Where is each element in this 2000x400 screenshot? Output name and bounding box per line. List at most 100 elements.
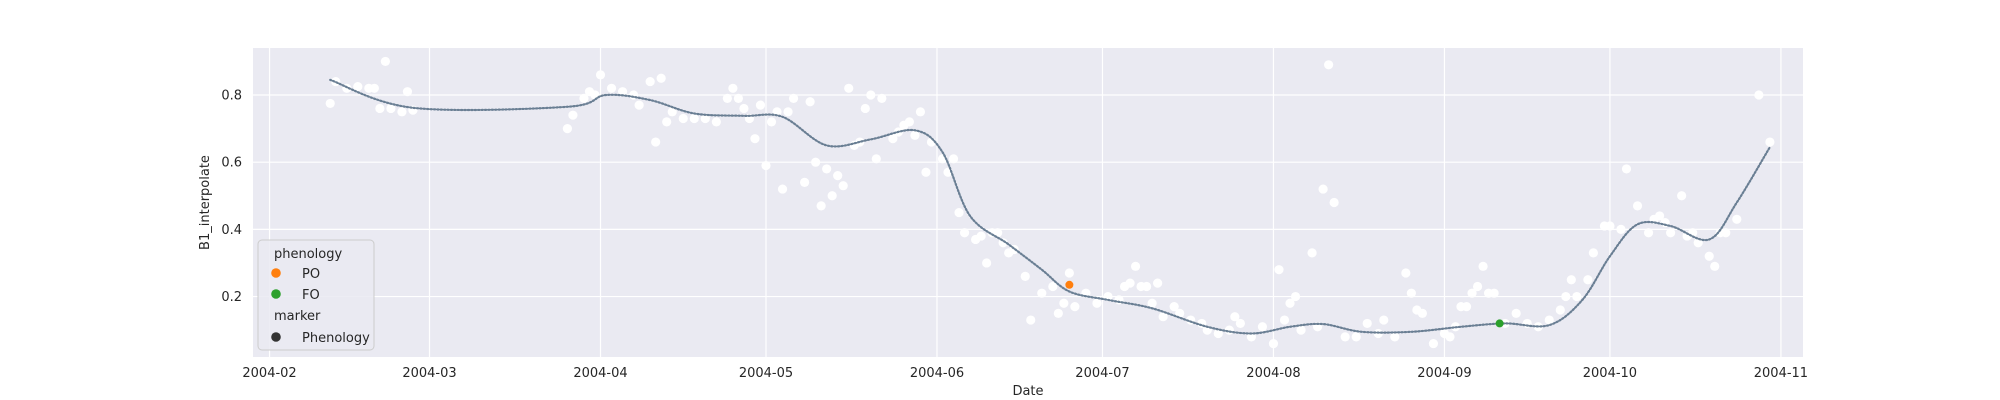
scatter-point — [1561, 291, 1571, 302]
scatter-point — [1153, 278, 1163, 288]
scatter-point — [761, 160, 771, 171]
scatter-point — [1732, 214, 1742, 224]
x-axis-ticks: 2004-02 2004-03 2004-04 2004-05 2004-06 2004-… — [242, 366, 1808, 381]
scatter-point — [1048, 281, 1058, 292]
scatter-point — [711, 117, 721, 127]
scatter-point — [1279, 315, 1290, 325]
scatter-point — [783, 107, 793, 117]
scatter-point — [1230, 312, 1240, 322]
scatter-point — [1588, 248, 1598, 258]
scatter-point — [369, 83, 379, 93]
scatter-point — [1489, 288, 1499, 298]
scatter-point — [888, 134, 898, 144]
scatter-point — [662, 117, 672, 127]
scatter-point — [993, 228, 1003, 238]
scatter-point — [1175, 308, 1185, 318]
scatter-point — [722, 93, 732, 103]
scatter-point — [755, 100, 766, 110]
scatter-point — [1401, 268, 1411, 278]
scatter-point — [1555, 305, 1565, 315]
scatter-point — [1285, 298, 1295, 308]
y-tick-label: 0.6 — [221, 156, 242, 171]
phenology-points — [1065, 280, 1504, 328]
scatter-point — [375, 103, 385, 114]
scatter-point — [1677, 191, 1687, 201]
scatter-point — [1235, 318, 1245, 329]
scatter-point — [353, 82, 363, 92]
scatter-point — [1654, 211, 1665, 221]
scatter-point — [866, 90, 876, 100]
y-axis-label: B1_interpolate — [198, 155, 213, 250]
scatter-point — [1605, 221, 1615, 231]
scatter-point — [397, 107, 407, 117]
scatter-point — [1511, 308, 1521, 318]
scatter-point — [1467, 288, 1477, 298]
x-tick-label: 2004-06 — [910, 366, 964, 381]
scatter-point — [1666, 228, 1676, 238]
scatter-point — [772, 107, 782, 117]
scatter-point — [805, 97, 815, 107]
grid-lines — [253, 48, 1803, 357]
scatter-point — [1268, 338, 1279, 349]
scatter-point — [1583, 275, 1593, 285]
scatter-point — [959, 228, 970, 238]
scatter-point — [915, 107, 926, 117]
scatter-point — [1020, 271, 1030, 281]
scatter-point — [1246, 332, 1256, 342]
scatter-point — [1257, 322, 1268, 332]
scatter-point — [827, 191, 837, 201]
scatter-point — [678, 113, 688, 124]
plot-background — [253, 48, 1803, 357]
scatter-point — [844, 83, 854, 93]
scatter-point — [1296, 325, 1306, 335]
scatter-point — [733, 93, 744, 103]
x-tick-label: 2004-08 — [1246, 366, 1300, 381]
x-tick-label: 2004-10 — [1583, 366, 1637, 381]
scatter-point — [1092, 298, 1102, 308]
scatter-point — [1290, 291, 1301, 302]
scatter-point — [645, 76, 655, 87]
scatter-point — [1632, 201, 1643, 211]
scatter-point — [1572, 291, 1582, 302]
y-tick-label: 0.2 — [221, 290, 242, 305]
scatter-point — [833, 171, 843, 181]
scatter-point — [656, 73, 666, 83]
scatter-point — [1362, 318, 1372, 329]
scatter-point — [811, 157, 821, 167]
scatter-point — [1213, 328, 1223, 339]
scatter-point — [1417, 308, 1427, 318]
scatter-point — [617, 87, 628, 97]
scatter-point — [728, 83, 738, 93]
scatter-point — [1053, 308, 1063, 318]
scatter-point — [1379, 315, 1389, 325]
scatter-point — [921, 167, 931, 177]
scatter-point — [1059, 298, 1069, 308]
x-tick-label: 2004-03 — [402, 366, 456, 381]
scatter-point — [1158, 312, 1168, 322]
scatter-point — [1064, 268, 1074, 278]
scatter-point — [1324, 60, 1334, 70]
scatter-point — [1754, 90, 1764, 100]
x-axis-label: Date — [1012, 384, 1043, 399]
legend-po-marker — [271, 268, 281, 278]
scatter-point — [700, 113, 710, 124]
scatter-point — [1070, 302, 1080, 312]
scatter-point — [1428, 338, 1439, 349]
interpolated-line-markers — [329, 78, 1771, 335]
scatter-point — [777, 184, 788, 194]
scatter-point — [1141, 281, 1152, 292]
x-tick-label: 2004-07 — [1075, 366, 1129, 381]
x-tick-label: 2004-11 — [1754, 366, 1808, 381]
scatter-point — [651, 137, 661, 147]
scatter-point — [816, 201, 826, 211]
scatter-point — [1621, 164, 1632, 174]
scatter-point — [1445, 332, 1455, 342]
scatter-point — [595, 70, 606, 80]
y-tick-label: 0.4 — [221, 223, 242, 238]
scatter-point — [1472, 281, 1483, 292]
scatter-point — [380, 56, 390, 67]
scatter-point — [579, 93, 589, 103]
scatter-point — [1130, 261, 1141, 271]
legend-phenology-label: Phenology — [302, 331, 370, 346]
